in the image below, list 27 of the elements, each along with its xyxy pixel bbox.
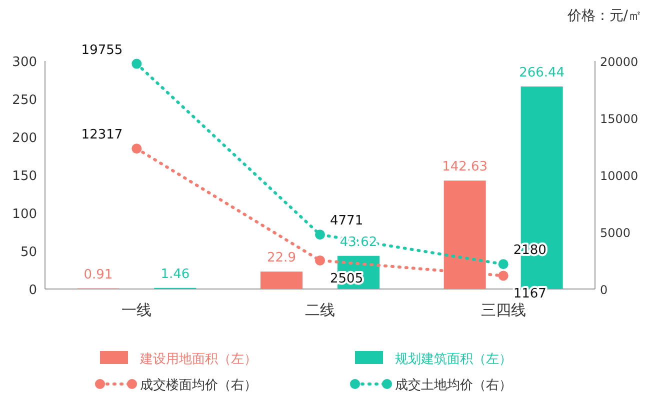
point bbox=[498, 259, 508, 270]
y-tick-label: 200 bbox=[12, 131, 37, 146]
y2-tick-label: 10000 bbox=[600, 169, 638, 183]
y2-tick-label: 5000 bbox=[600, 226, 631, 240]
legend-label: 建设用地面积（左） bbox=[139, 352, 257, 367]
point bbox=[498, 270, 508, 281]
bar bbox=[260, 272, 302, 289]
y-tick-label: 250 bbox=[12, 93, 37, 108]
x-tick-label: 二线 bbox=[305, 301, 335, 319]
point bbox=[132, 144, 142, 154]
y2-tick-label: 20000 bbox=[600, 55, 638, 69]
y2-tick-label: 0 bbox=[600, 283, 608, 297]
x-tick-label: 一线 bbox=[122, 301, 152, 319]
legend-label: 成交楼面均价（右） bbox=[140, 377, 257, 393]
y2-axis-title: 价格：元/㎡ bbox=[566, 8, 642, 24]
point bbox=[315, 230, 325, 240]
y-tick-label: 50 bbox=[20, 245, 37, 260]
y-tick-label: 150 bbox=[12, 169, 37, 184]
point bbox=[132, 58, 142, 69]
y2-tick-label: 15000 bbox=[600, 112, 638, 126]
legend-label: 规划建筑面积（左） bbox=[395, 352, 512, 367]
y-tick-label: 100 bbox=[12, 207, 37, 222]
legend-label: 成交土地均价（右） bbox=[395, 377, 512, 393]
y-tick-label: 300 bbox=[12, 55, 37, 70]
y-tick-label: 0 bbox=[28, 283, 37, 298]
point bbox=[315, 255, 325, 266]
x-tick-label: 三四线 bbox=[480, 301, 526, 319]
